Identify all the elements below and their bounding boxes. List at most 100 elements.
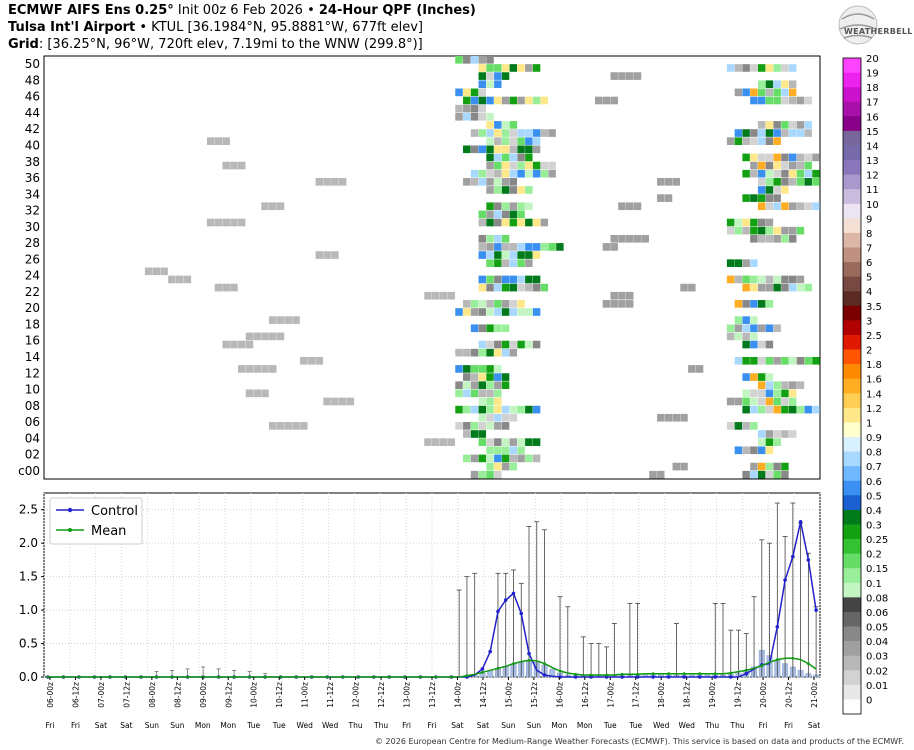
- plume-cell: [525, 251, 533, 259]
- x-day-label: Sat: [95, 721, 107, 730]
- plume-cell: [804, 356, 812, 365]
- x-axis: 06-00z Fri 06-12z Fri 07-00z Sat 07-12z Sat 08-0…: [46, 677, 820, 730]
- plume-cell: [463, 104, 471, 113]
- plume-cell: [765, 300, 774, 308]
- plume-cell: [532, 218, 541, 227]
- plume-cell: [501, 202, 510, 211]
- colorbar-swatch: [843, 291, 861, 307]
- plume-cell: [773, 226, 781, 235]
- mean-point: [279, 675, 283, 679]
- plume-cell: [424, 291, 432, 300]
- plume-cell: [788, 397, 797, 406]
- plume-cell: [486, 389, 494, 398]
- plume-cell: [470, 373, 479, 381]
- plume-cell: [494, 169, 502, 178]
- plume-cell: [509, 145, 518, 154]
- plume-cell: [300, 422, 308, 430]
- plume-cell: [478, 422, 487, 430]
- plume-cell: [494, 381, 502, 390]
- plume-cell: [494, 202, 502, 211]
- plume-cell: [742, 356, 750, 365]
- colorbar-swatch: [843, 334, 861, 350]
- plume-cell: [509, 308, 518, 316]
- plume-cell: [494, 251, 502, 259]
- plume-cell: [781, 462, 789, 471]
- plume-cell: [269, 332, 277, 341]
- legend-mean-label: Mean: [91, 524, 126, 539]
- plume-cell: [765, 373, 774, 381]
- plume-cell: [532, 243, 541, 251]
- x-tick-label: 09-00z: [199, 682, 208, 708]
- plume-cell: [455, 389, 463, 398]
- x-day-label: Sat: [120, 721, 132, 730]
- plume-cell: [486, 397, 494, 406]
- plume-cell: [269, 316, 277, 324]
- plume-cell: [532, 169, 541, 178]
- plume-cell: [486, 243, 494, 251]
- plume-cell: [765, 462, 774, 471]
- plume-cell: [757, 121, 766, 129]
- control-point: [783, 578, 787, 582]
- plume-cell: [501, 161, 510, 170]
- colorbar-swatch: [843, 422, 861, 438]
- plume-cell: [517, 186, 525, 194]
- plume-cell: [501, 381, 510, 390]
- control-point: [814, 608, 818, 612]
- plume-cell: [501, 64, 510, 72]
- plume-cell: [238, 340, 246, 349]
- x-tick-label: 16-12z: [581, 682, 590, 708]
- plume-cell: [486, 96, 494, 105]
- control-point: [635, 675, 640, 679]
- plume-cell: [812, 178, 820, 186]
- colorbar-swatch: [843, 305, 861, 321]
- mean-point: [698, 672, 702, 676]
- plume-cell: [525, 96, 533, 105]
- plume-cell: [540, 283, 549, 292]
- plume-cell: [478, 80, 487, 89]
- plume-cell: [486, 470, 494, 479]
- plume-cell: [253, 389, 261, 398]
- plume-cell: [765, 446, 774, 455]
- member-label: 26: [25, 252, 40, 266]
- plume-cell: [773, 129, 781, 137]
- plume-cell: [447, 291, 455, 300]
- plume-cell: [796, 283, 805, 292]
- plume-cell: [478, 365, 487, 373]
- plume-cell: [742, 389, 750, 398]
- plume-cell: [455, 348, 463, 357]
- plume-cell: [757, 462, 766, 471]
- plume-cell: [206, 218, 215, 227]
- plume-cell: [525, 186, 533, 194]
- plume-cell: [501, 129, 510, 137]
- x-day-label: Tue: [246, 721, 260, 730]
- plume-cell: [517, 64, 525, 72]
- plume-cell: [486, 210, 494, 219]
- plume-cell: [626, 202, 634, 211]
- colorbar-swatch: [843, 320, 861, 336]
- plume-cell: [455, 88, 463, 97]
- x-day-label: Wed: [322, 721, 339, 730]
- plume-cell: [509, 64, 518, 72]
- plume-cells: [144, 56, 820, 479]
- mean-bar: [487, 670, 494, 678]
- plume-cell: [509, 129, 518, 137]
- plume-cell: [781, 96, 789, 105]
- colorbar-swatches: [842, 57, 862, 715]
- plume-cell: [750, 397, 758, 406]
- mean-point: [543, 662, 546, 666]
- plume-cell: [517, 405, 525, 414]
- plume-cell: [486, 324, 494, 333]
- colorbar-swatch: [843, 72, 861, 88]
- plume-cell: [486, 454, 494, 463]
- plume-cell: [773, 283, 781, 292]
- plume-cell: [517, 438, 525, 446]
- x-day-label: Sun: [501, 721, 516, 730]
- plume-cell: [486, 422, 494, 430]
- plume-cell: [765, 137, 774, 145]
- plume-cell: [501, 96, 510, 105]
- plume-cell: [765, 169, 774, 178]
- x-day-label: Mon: [577, 721, 593, 730]
- plume-cell: [470, 300, 479, 308]
- plume-cell: [610, 72, 618, 80]
- mean-point: [403, 675, 407, 679]
